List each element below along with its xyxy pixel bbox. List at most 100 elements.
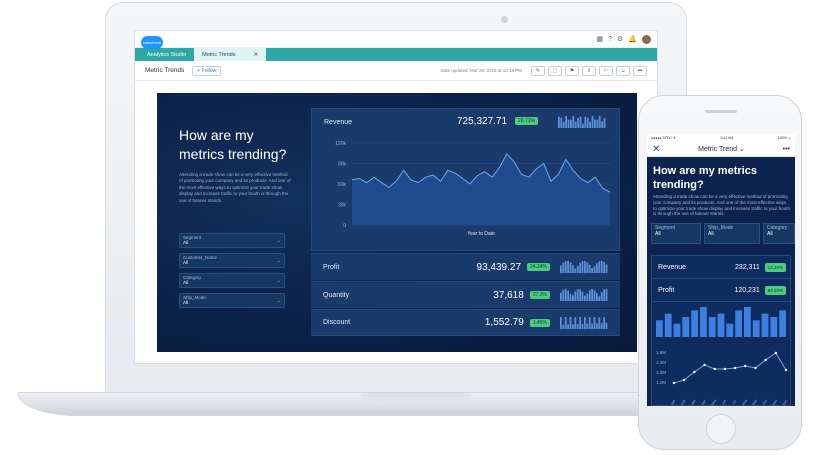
flag-icon[interactable]: ⚑ [565,65,579,76]
sparkline-bar [591,289,593,301]
profit-bar [726,323,734,337]
profit-bar [761,313,769,337]
phone-nav-title[interactable]: Metric Trend ⌄ [698,146,745,153]
y-tick-label: 1.5M [656,350,666,355]
profit-point [703,363,706,367]
x-tick-label: Aug [741,399,748,406]
filter-ship-mode[interactable]: Ship_Mode All ⌄ [179,293,285,308]
profit-point [713,367,716,371]
sparkline-bar [582,123,584,128]
bookmark-icon[interactable]: ⚐ [599,65,613,76]
sparkline-bar [605,322,608,329]
filter-label: Customer_Name [183,255,218,260]
close-icon[interactable]: ✕ [652,143,661,155]
sparkline-bar [605,289,608,301]
sparkline-bar [581,291,584,301]
sparkline-bar [593,316,596,329]
sparkline-bar [588,316,591,329]
more-icon[interactable]: ••• [782,145,790,153]
avatar[interactable] [642,34,651,44]
app-launcher-icon[interactable]: ▦ [596,36,604,43]
sparkline-bar [570,119,572,128]
metric-label: Profit [658,286,675,294]
phone-row-profit[interactable]: Profit 120,231 82.03% [652,279,792,302]
y-tick-label: 0 [343,223,346,229]
filter-category[interactable]: Category All ⌄ [179,273,285,288]
share-icon[interactable]: ⇪ [582,65,596,76]
metric-value: 93,439.27 [476,261,522,273]
filter-label: Segment [183,235,202,240]
dashboard-description: Attending a trade show can be a very eff… [179,172,291,203]
phone-metrics-card[interactable]: Revenue 232,311 12.34% Profit 120,231 82… [651,255,792,406]
filter-label: Ship_Mode [708,225,734,231]
sparkline-bar [567,323,569,329]
salesforce-logo[interactable]: salesforce [141,35,163,49]
chevron-down-icon: ⌄ [276,238,281,244]
notification-icon[interactable]: 🔔 [628,36,637,43]
sparkline-bar [567,261,569,273]
save-icon[interactable]: ⬚ [548,65,562,76]
sparkline-bar [598,296,601,301]
settings-icon[interactable]: ⚙ [617,36,624,43]
profit-point [764,358,767,362]
x-tick-label: Dec [782,399,789,406]
phone-device: ●●●●● SFDC ✈ 9:41 AM 100% ▭ ✕ Metric Tre… [638,95,802,450]
sparkline-bar [562,289,565,301]
status-bar: ●●●●● SFDC ✈ 9:41 AM 100% ▭ [647,134,795,142]
phone-row-revenue[interactable]: Revenue 232,311 12.34% [652,256,792,279]
sparkline-bar [572,323,574,329]
filter-label: Category [767,225,788,231]
profit-point [672,381,676,385]
sparkline-bar [600,322,603,329]
sparkline-bar [601,121,603,128]
profit-bar [664,313,672,337]
chevron-down-icon: ⌄ [276,278,281,284]
metric-label: Discount [323,319,351,326]
chat-icon[interactable]: ☺ [616,65,630,76]
help-icon[interactable]: ? [608,35,612,43]
edit-icon[interactable]: ✎ [531,65,545,76]
phone-description: Attending a trade show can be a very eff… [653,194,790,217]
metric-row-quantity[interactable]: Quantity 37,618 27.3% [311,281,620,308]
metric-change-badge: 1.45% [529,318,550,327]
filter-value: All [708,231,714,237]
profit-bar [691,310,698,337]
sparkline-bar [584,116,587,128]
metric-row-profit[interactable]: Profit 93,439.27 24.24% [311,253,620,280]
revenue-card[interactable]: Revenue 725,327.71 20.71% 120k 90k 60k 30k 0… [311,108,620,251]
close-icon[interactable]: ✕ [253,51,259,58]
sparkline-bar [581,323,584,329]
filter-value: All [183,260,189,265]
x-tick-label: Jul [731,399,737,405]
metric-value: 232,311 [734,263,760,271]
filter-segment[interactable]: Segment All ⌄ [179,233,285,248]
metric-change-badge: 12.34% [764,262,786,272]
profit-bar [673,323,681,337]
tab-label: Analytics Studio [147,51,187,58]
sparkline-bar [569,316,572,329]
sparkline-bar [579,316,581,329]
sparkline-bar [574,316,577,329]
phone-filter-segment[interactable]: Segment All [651,223,701,244]
tab-analytics-studio[interactable]: Analytics Studio [139,48,194,61]
metric-row-discount[interactable]: Discount 1,552.79 1.45% [311,309,620,336]
sparkline-bar [560,292,562,301]
phone-filter-category[interactable]: Category All [763,223,795,244]
status-time: 9:41 AM [720,136,734,140]
profit-point [682,378,686,382]
phone-nav-bar: ✕ Metric Trend ⌄ ••• [647,142,795,157]
sparkline-bar [564,261,567,273]
sparkline-bar [584,295,586,301]
y-tick-label: 120k [335,141,346,147]
date-updated: Date updated: Mar 28, 2018 at 10:18 PM [440,68,522,73]
more-button[interactable]: ••• [633,65,647,76]
home-button[interactable] [706,414,736,444]
sparkline-bar [577,117,579,128]
phone-filter-ship-mode[interactable]: Ship_Mode All [704,223,760,244]
carrier-label: ●●●●● SFDC ✈ [651,136,676,140]
sparkline-bar [564,316,567,329]
filter-customer-name[interactable]: Customer_Name All ⌄ [179,253,285,268]
tab-metric-trends[interactable]: Metric Trends ✕ [194,48,267,61]
follow-button[interactable]: + Follow [192,65,222,76]
filter-value: All [183,300,189,305]
